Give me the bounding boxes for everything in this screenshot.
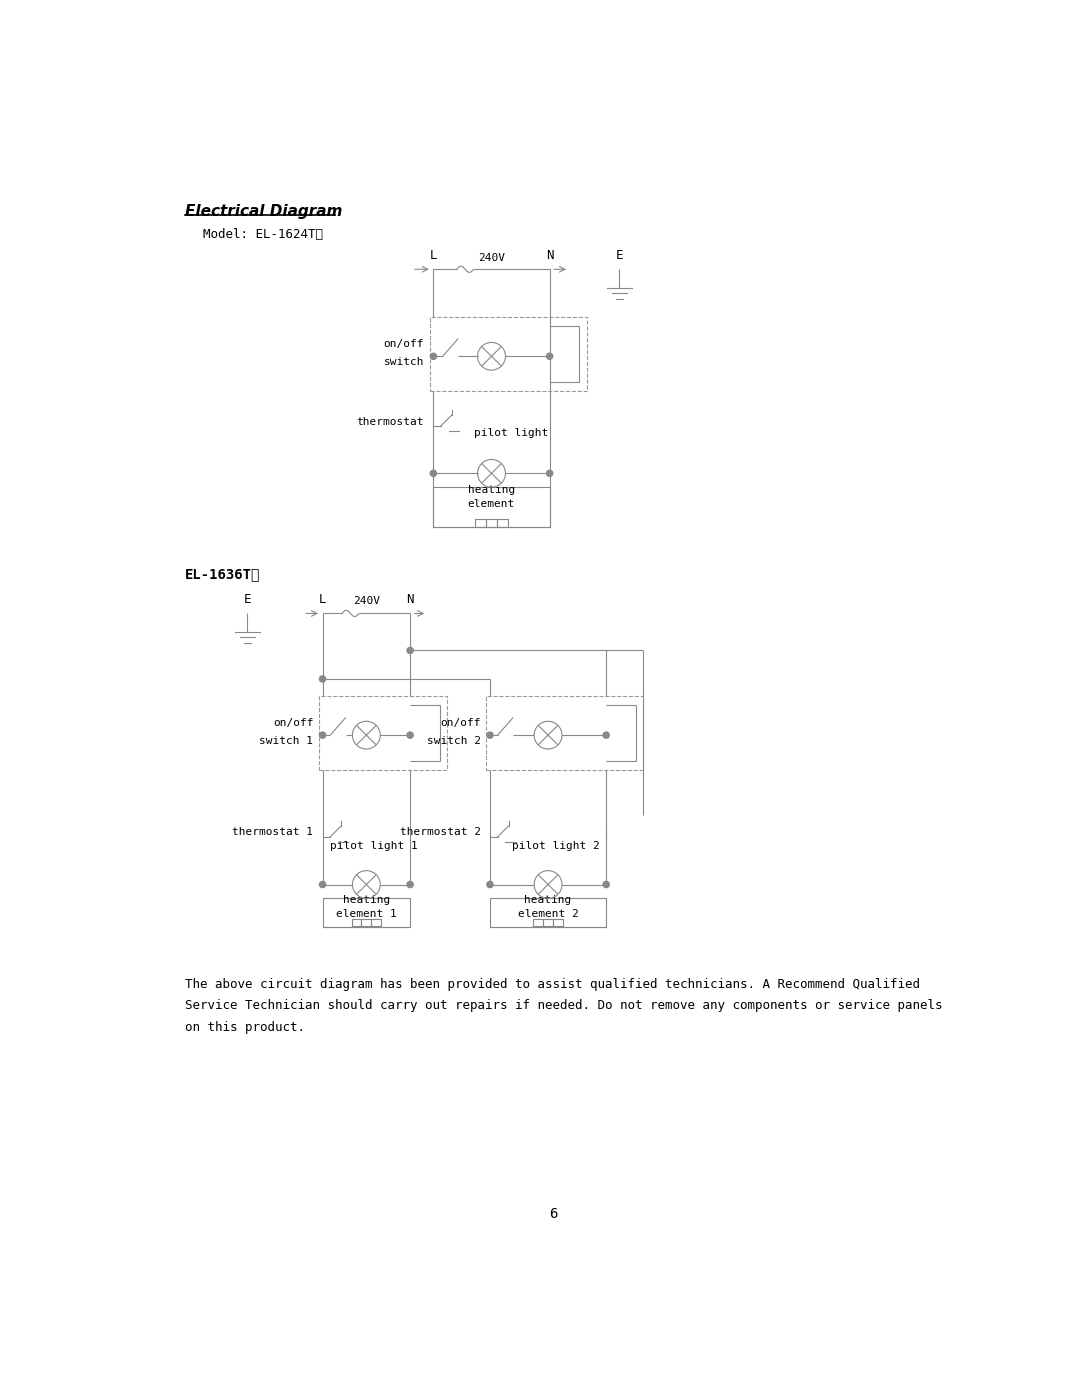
- Text: thermostat: thermostat: [356, 416, 424, 426]
- Text: switch 1: switch 1: [259, 735, 313, 746]
- Text: switch 2: switch 2: [427, 735, 481, 746]
- Bar: [497, 520, 508, 527]
- Text: on/off: on/off: [273, 718, 313, 728]
- Text: Model: EL-1624T：: Model: EL-1624T：: [203, 229, 323, 242]
- Bar: [433, 488, 550, 527]
- Bar: [319, 696, 447, 770]
- Text: pilot light: pilot light: [474, 429, 548, 439]
- Text: on/off: on/off: [441, 718, 481, 728]
- Text: The above circuit diagram has been provided to assist qualified technicians. A R: The above circuit diagram has been provi…: [186, 978, 920, 990]
- Text: on/off: on/off: [383, 339, 424, 349]
- Circle shape: [487, 882, 494, 887]
- Text: element 2: element 2: [517, 909, 579, 919]
- Circle shape: [320, 882, 326, 887]
- Circle shape: [407, 882, 414, 887]
- Text: EL-1636T：: EL-1636T：: [186, 567, 260, 581]
- Circle shape: [320, 676, 326, 682]
- Circle shape: [407, 732, 414, 738]
- Text: pilot light 1: pilot light 1: [330, 841, 418, 851]
- Text: E: E: [616, 249, 623, 261]
- Text: switch: switch: [383, 356, 424, 366]
- Text: 6: 6: [550, 1207, 557, 1221]
- Text: 240V: 240V: [353, 597, 380, 606]
- Text: heating: heating: [342, 895, 390, 905]
- Text: 240V: 240V: [478, 253, 505, 263]
- Bar: [352, 919, 362, 926]
- Bar: [486, 696, 644, 770]
- Text: element 1: element 1: [336, 909, 396, 919]
- Bar: [553, 919, 563, 926]
- Text: E: E: [244, 594, 252, 606]
- Bar: [475, 520, 486, 527]
- Bar: [362, 919, 372, 926]
- Bar: [486, 520, 497, 527]
- Text: N: N: [406, 594, 414, 606]
- Circle shape: [407, 647, 414, 654]
- Text: heating: heating: [468, 485, 515, 496]
- Bar: [534, 919, 543, 926]
- Text: thermostat 2: thermostat 2: [400, 827, 481, 837]
- Bar: [430, 317, 586, 391]
- Circle shape: [430, 471, 436, 476]
- Text: heating: heating: [525, 895, 571, 905]
- Text: Service Technician should carry out repairs if needed. Do not remove any compone: Service Technician should carry out repa…: [186, 999, 943, 1013]
- Circle shape: [546, 353, 553, 359]
- Bar: [490, 898, 606, 926]
- Circle shape: [430, 353, 436, 359]
- Text: L: L: [430, 249, 437, 261]
- Text: on this product.: on this product.: [186, 1021, 306, 1034]
- Text: L: L: [319, 594, 326, 606]
- Text: pilot light 2: pilot light 2: [512, 841, 599, 851]
- Circle shape: [603, 882, 609, 887]
- Circle shape: [320, 732, 326, 738]
- Text: element: element: [468, 499, 515, 509]
- Text: Electrical Diagram: Electrical Diagram: [186, 204, 342, 219]
- Text: thermostat 1: thermostat 1: [232, 827, 313, 837]
- Text: N: N: [545, 249, 553, 261]
- Circle shape: [546, 471, 553, 476]
- Bar: [543, 919, 553, 926]
- Bar: [323, 898, 410, 926]
- Bar: [372, 919, 381, 926]
- Circle shape: [487, 732, 494, 738]
- Circle shape: [603, 732, 609, 738]
